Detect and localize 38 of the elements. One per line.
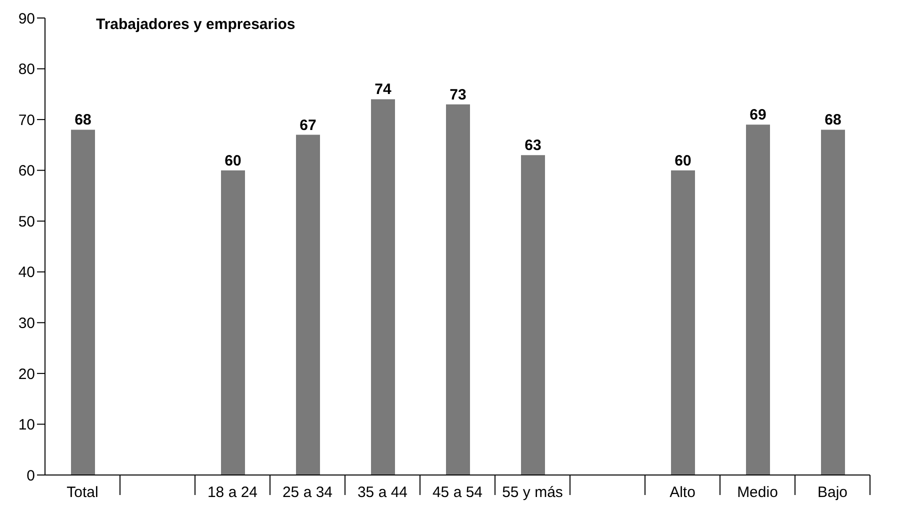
y-tick-label: 30: [18, 314, 35, 332]
x-tick-label: Alto: [670, 484, 696, 501]
data-label: 67: [300, 116, 316, 134]
bar: [296, 134, 320, 475]
y-tick-label: 70: [18, 112, 35, 129]
data-label: 73: [450, 86, 466, 104]
y-tick-label: 60: [18, 162, 35, 180]
x-tick-label: Medio: [737, 484, 778, 501]
bar: [446, 104, 470, 475]
y-tick-label: 80: [18, 61, 35, 78]
bar: [746, 124, 770, 475]
x-tick-label: 35 a 44: [357, 484, 408, 501]
data-label: 68: [824, 112, 842, 129]
bar: [671, 170, 695, 475]
x-tick-label: 45 a 54: [432, 484, 483, 501]
x-tick-label: 25 a 34: [282, 484, 333, 501]
data-label: 63: [524, 137, 542, 154]
bar: [71, 130, 95, 475]
x-tick-label: Total: [66, 484, 98, 501]
data-label: 60: [674, 152, 692, 170]
y-tick-label: 90: [18, 10, 35, 28]
bar: [521, 155, 545, 475]
bar: [371, 99, 395, 475]
bar: [821, 130, 845, 475]
y-tick-label: 10: [18, 416, 35, 434]
y-tick-label: 50: [18, 213, 35, 230]
data-label: 60: [224, 152, 242, 170]
data-label: 69: [750, 106, 766, 124]
bar: [221, 170, 245, 475]
chart-title: Trabajadores y empresarios: [96, 16, 296, 33]
data-label: 74: [374, 81, 392, 98]
x-tick-label: Bajo: [817, 484, 848, 501]
y-tick-label: 40: [18, 264, 35, 282]
data-label: 68: [74, 112, 92, 129]
y-tick-label: 0: [26, 467, 35, 484]
y-tick-label: 20: [18, 366, 35, 383]
x-tick-label: 18 a 24: [207, 484, 258, 501]
x-tick-label: 55 y más: [502, 484, 563, 501]
